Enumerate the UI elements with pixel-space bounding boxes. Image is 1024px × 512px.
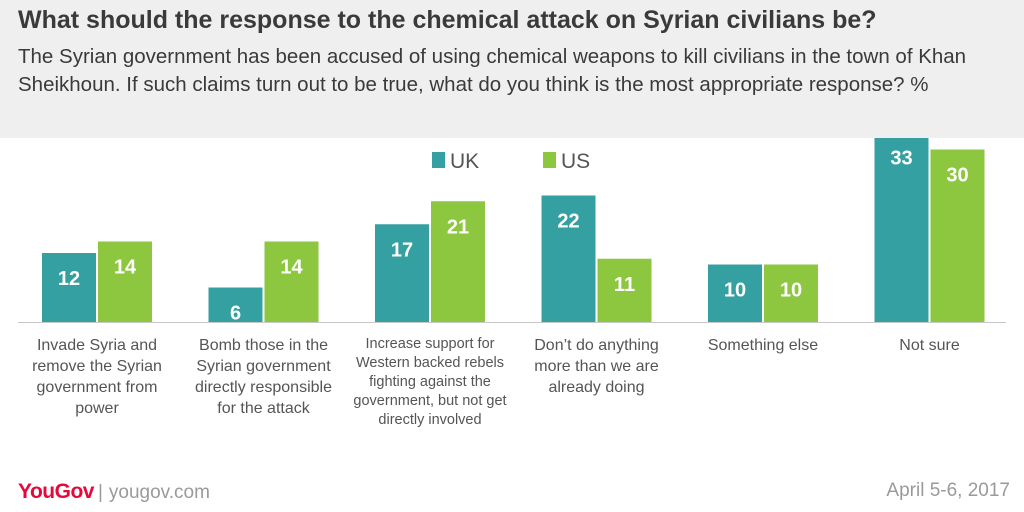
data-label-uk-3: 22 [557, 211, 579, 233]
legend-label-uk: UK [450, 150, 479, 173]
bar-us-0 [98, 241, 152, 322]
bar-us-5 [930, 149, 985, 322]
data-label-uk-0: 12 [58, 268, 80, 290]
data-label-us-5: 30 [946, 165, 968, 187]
legend-label-us: US [561, 150, 590, 173]
data-label-uk-4: 10 [724, 280, 746, 302]
category-label-2: Increase support for Western backed rebe… [353, 336, 507, 428]
legend-swatch-uk [432, 152, 445, 168]
site-url: yougov.com [108, 482, 210, 503]
category-label-5: Not sure [899, 337, 960, 354]
category-label-0: Invade Syria and remove the Syrian gover… [32, 337, 162, 417]
data-label-us-2: 21 [447, 216, 469, 238]
category-label-3: Don’t do anything more than we are alrea… [534, 337, 659, 396]
bar-uk-1 [208, 287, 263, 322]
category-label-4: Something else [707, 337, 819, 354]
bar-us-2 [431, 201, 485, 322]
chart-subtitle: The Syrian government has been accused o… [18, 45, 967, 96]
yougov-logo: YouGov [18, 480, 94, 503]
data-label-us-0: 14 [114, 257, 137, 279]
bar-us-3 [597, 258, 652, 322]
data-label-us-3: 11 [614, 274, 635, 296]
data-label-uk-1: 6 [230, 303, 241, 325]
category-label-1: Bomb those in the Syrian government dire… [195, 337, 332, 417]
chart-title: What should the response to the chemical… [18, 6, 877, 34]
data-label-uk-2: 17 [391, 239, 413, 261]
logo-divider: | [97, 482, 103, 503]
footer-brand: YouGov | yougov.com [18, 480, 210, 508]
survey-date: April 5-6, 2017 [886, 480, 1010, 501]
data-label-us-1: 14 [280, 257, 303, 279]
bar-uk-5 [874, 138, 929, 322]
legend-swatch-us [543, 152, 556, 168]
bar-chart: UK US 12 14 6 14 17 21 22 11 10 10 33 30 [18, 138, 1006, 325]
data-label-us-4: 10 [780, 280, 802, 302]
data-label-uk-5: 33 [890, 147, 912, 169]
bar-uk-2 [375, 224, 429, 322]
bar-uk-0 [42, 253, 96, 322]
bar-us-4 [764, 264, 818, 322]
bar-us-1 [264, 241, 319, 322]
bar-uk-4 [708, 264, 762, 322]
bar-uk-3 [541, 195, 596, 322]
header-band: What should the response to the chemical… [0, 0, 1024, 138]
